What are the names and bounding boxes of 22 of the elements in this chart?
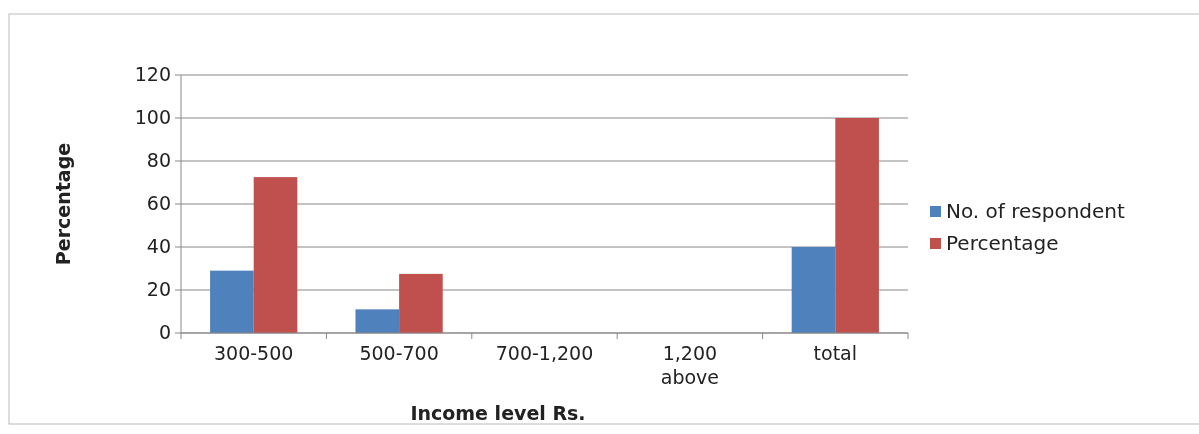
- x-tick-label: 700-1,200: [495, 342, 594, 364]
- bar: [253, 177, 298, 333]
- legend-label: Percentage: [946, 230, 1059, 255]
- y-tick-label: 80: [146, 148, 171, 171]
- y-tick-label: 60: [146, 191, 171, 214]
- y-axis-title: Percentage: [52, 142, 74, 266]
- bar: [210, 270, 254, 333]
- bar: [835, 118, 879, 333]
- x-tick-label: 300-500: [214, 342, 294, 364]
- legend-label: No. of respondent: [946, 198, 1125, 223]
- bar: [791, 247, 836, 333]
- x-tick-label: 500-700: [359, 342, 439, 364]
- bar: [399, 273, 443, 333]
- y-tick-label: 120: [134, 62, 171, 85]
- x-axis-title: Income level Rs.: [410, 402, 586, 424]
- x-tick-label: total: [813, 342, 858, 364]
- y-tick-label: 40: [146, 234, 171, 257]
- x-tick-label: 1,200 above: [660, 342, 720, 388]
- y-tick-label: 20: [146, 277, 171, 300]
- y-tick-label: 0: [158, 320, 171, 343]
- y-tick-label: 100: [134, 105, 171, 128]
- bar: [355, 309, 400, 333]
